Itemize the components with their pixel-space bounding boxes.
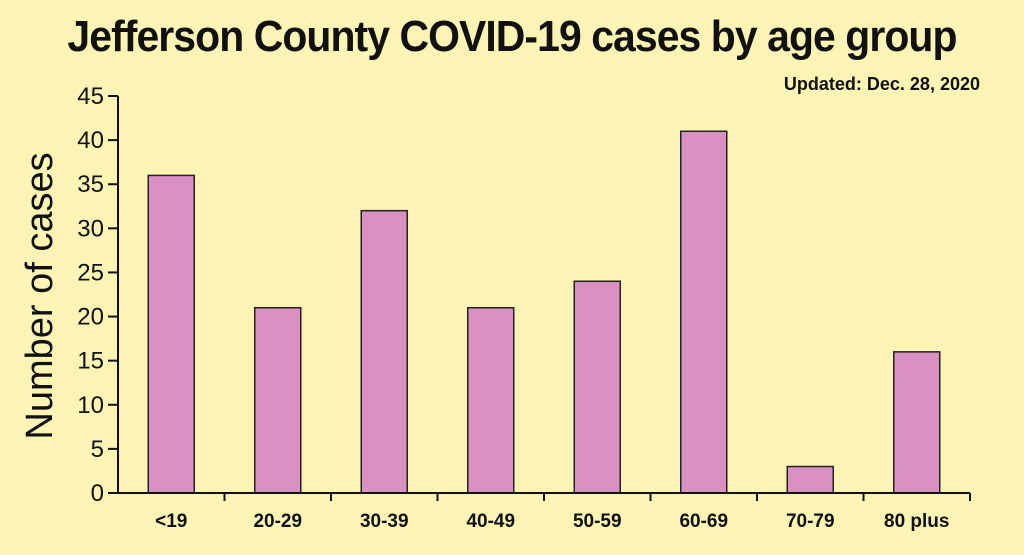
bar: [680, 130, 728, 494]
x-tick-label: 40-49: [466, 511, 515, 532]
y-tick-label: 45: [77, 83, 104, 110]
y-tick-label: 35: [77, 171, 104, 198]
y-axis: 0 5 10 15 20 25 30 35 40 45: [77, 83, 119, 507]
bar: [786, 465, 834, 494]
bar: [254, 306, 302, 494]
y-tick-label: 20: [77, 304, 104, 331]
x-tick-label: 60-69: [679, 511, 728, 532]
x-tick-label: <19: [155, 511, 187, 532]
y-tick-label: 30: [77, 215, 104, 242]
bar: [467, 306, 515, 494]
x-tick-label: 50-59: [573, 511, 622, 532]
bar: [147, 174, 195, 494]
y-tick-label: 5: [91, 436, 104, 463]
y-tick-label: 25: [77, 259, 104, 286]
bar: [573, 280, 621, 494]
bars-group: [147, 130, 941, 494]
chart-subtitle: Updated: Dec. 28, 2020: [783, 74, 980, 94]
y-tick-label: 10: [77, 392, 104, 419]
y-tick-label: 0: [91, 480, 104, 507]
x-axis: <19 20-29 30-39 40-49 50-59 60-69 70-79 80 plus: [118, 492, 971, 532]
bar: [360, 209, 408, 494]
x-tick-label: 30-39: [360, 511, 409, 532]
chart-title: Jefferson County COVID-19 cases by age g…: [67, 12, 957, 61]
y-tick-label: 15: [77, 348, 104, 375]
bar: [893, 351, 941, 494]
y-tick-label: 40: [77, 127, 104, 154]
x-tick-label: 20-29: [253, 511, 302, 532]
x-tick-label: 80 plus: [884, 511, 949, 532]
x-tick-label: 70-79: [786, 511, 835, 532]
y-axis-label: Number of cases: [19, 152, 61, 439]
